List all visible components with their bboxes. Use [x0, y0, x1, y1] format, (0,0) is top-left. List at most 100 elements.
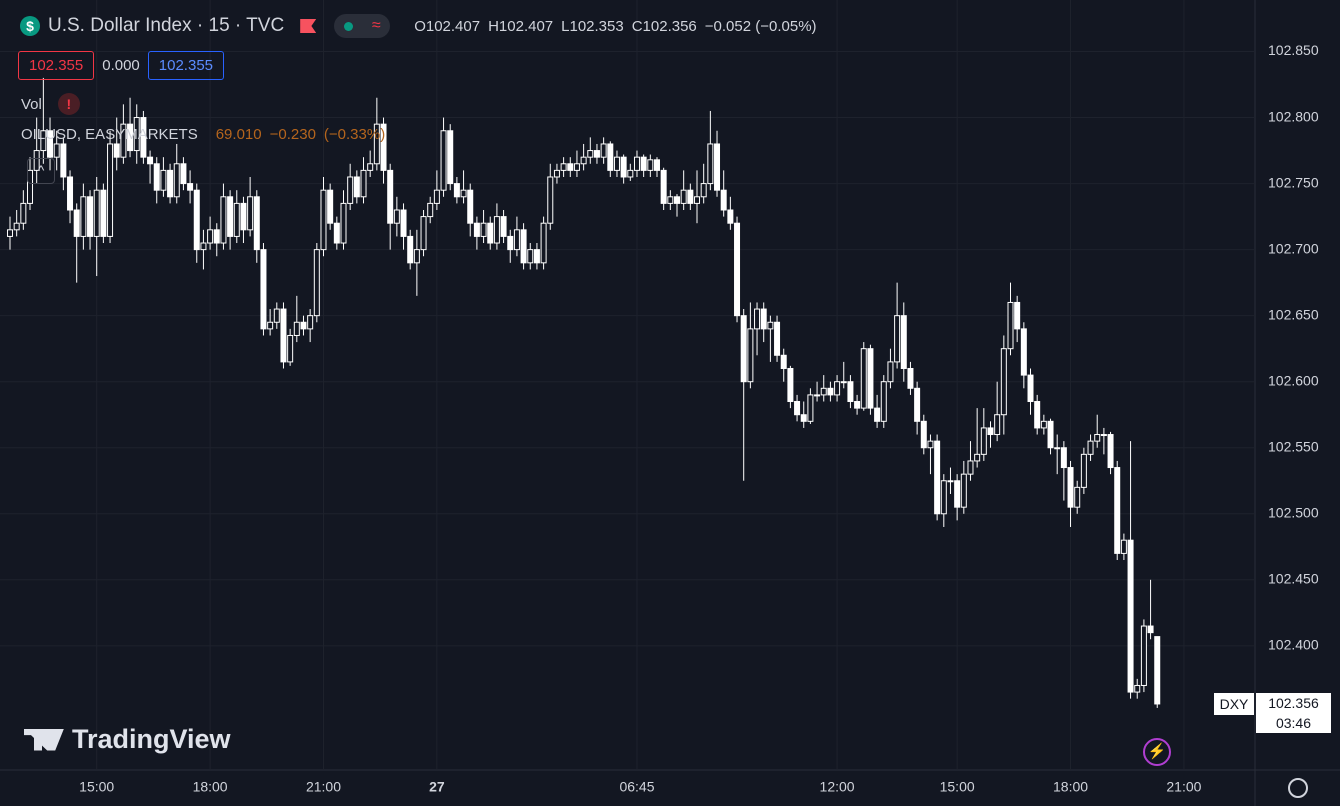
y-tick-label: 102.450 [1268, 571, 1319, 587]
candle-body [373, 123, 380, 165]
candle-body [627, 169, 634, 178]
candle-body [1087, 440, 1094, 455]
candle-body [287, 334, 294, 363]
candle-body [720, 189, 727, 211]
candle-body [40, 130, 47, 152]
candle-body [500, 216, 507, 237]
candle-body [1040, 420, 1047, 429]
candle-body [907, 367, 914, 389]
candle-body [267, 321, 274, 330]
brand-name: TradingView [72, 724, 231, 754]
candle-body [800, 414, 807, 422]
candle-body [787, 367, 794, 403]
candle-body [927, 440, 934, 449]
candle-body [1140, 625, 1147, 686]
candle-body [347, 176, 354, 204]
vol-label[interactable]: Vol [21, 95, 42, 113]
candle-body [974, 453, 981, 462]
candle-body [560, 163, 567, 171]
candle-body [940, 480, 947, 515]
candle-body [674, 196, 680, 204]
candle-body [107, 143, 114, 237]
candle-body [433, 189, 440, 204]
candle-body [727, 209, 734, 224]
candle-body [340, 202, 347, 244]
candle-body [794, 401, 801, 416]
y-tick-label: 102.650 [1268, 306, 1319, 322]
candle-body [53, 143, 60, 158]
candle-body [427, 202, 434, 218]
candle-body [473, 222, 480, 237]
candle-body [1127, 539, 1134, 693]
candle-body [73, 209, 80, 237]
wave-icon: ≈ [371, 17, 381, 34]
collapse-button[interactable]: ^ [27, 158, 55, 184]
candle-body [867, 348, 874, 409]
y-tick-label: 102.700 [1268, 240, 1319, 256]
countdown: 03:46 [1275, 715, 1312, 731]
candle-body [774, 321, 781, 356]
ohlc-open: O102.407 [414, 17, 481, 35]
candle-body [980, 427, 987, 455]
candle-body [593, 150, 600, 158]
candle-body [1074, 486, 1081, 508]
candle-body [153, 163, 160, 191]
buy-button[interactable]: 102.355 [147, 51, 225, 80]
candle-body [180, 163, 187, 185]
candle-body [393, 209, 400, 224]
brand-logo: TradingView [24, 724, 231, 755]
alert-button[interactable]: ⚡ [1143, 738, 1171, 766]
candle-body [207, 229, 214, 244]
candle-body [967, 460, 974, 475]
candle-body [233, 202, 240, 237]
candle-body [527, 249, 534, 264]
candle-body [1134, 684, 1141, 693]
candle-body [1067, 467, 1074, 508]
candle-body [507, 235, 514, 251]
symbol-title[interactable]: U.S. Dollar Index · 15 · TVC [48, 15, 285, 36]
sell-button[interactable]: 102.355 [18, 51, 95, 80]
candle-body [540, 222, 547, 264]
compare-legend: OILUSD, EASYMARKETS 69.010 −0.230 (−0.33… [21, 126, 385, 143]
y-tick-label: 102.850 [1268, 42, 1319, 58]
compare-name[interactable]: OILUSD, EASYMARKETS [21, 126, 198, 143]
x-tick-label: 06:45 [619, 779, 654, 795]
candle-body [113, 143, 120, 158]
candle-body [120, 123, 127, 158]
candle-body [140, 117, 147, 158]
candle-body [860, 348, 867, 409]
warning-icon[interactable]: ! [57, 93, 80, 115]
ohlc-high: H102.407 [488, 17, 554, 35]
y-tick-label: 102.500 [1268, 504, 1319, 520]
candle-body [647, 159, 654, 171]
candle-body [613, 156, 620, 171]
candle-body [400, 209, 407, 237]
candle-body [47, 130, 54, 158]
status-pill[interactable]: ≈ [334, 14, 391, 38]
flag-icon[interactable] [300, 19, 317, 33]
candle-body [920, 420, 927, 449]
candle-body [1154, 636, 1161, 705]
candle-body [827, 387, 834, 396]
candle-body [880, 381, 887, 422]
candle-body [27, 169, 34, 204]
x-tick-label: 27 [429, 779, 445, 795]
x-tick-label: 15:00 [79, 779, 114, 795]
candle-body [413, 249, 420, 264]
candle-body [420, 216, 427, 251]
candle-body [840, 381, 847, 384]
status-dot [343, 21, 353, 31]
candle-body [480, 222, 487, 237]
candle-body [33, 150, 40, 171]
candle-body [13, 222, 20, 231]
candle-body [380, 123, 387, 171]
candle-body [20, 202, 27, 224]
settings-button[interactable] [1288, 778, 1308, 798]
compare-price: 69.010 [215, 126, 262, 143]
candle-body [767, 321, 774, 330]
candle-body [687, 189, 694, 204]
candle-body [220, 196, 227, 244]
candle-body [453, 183, 460, 198]
